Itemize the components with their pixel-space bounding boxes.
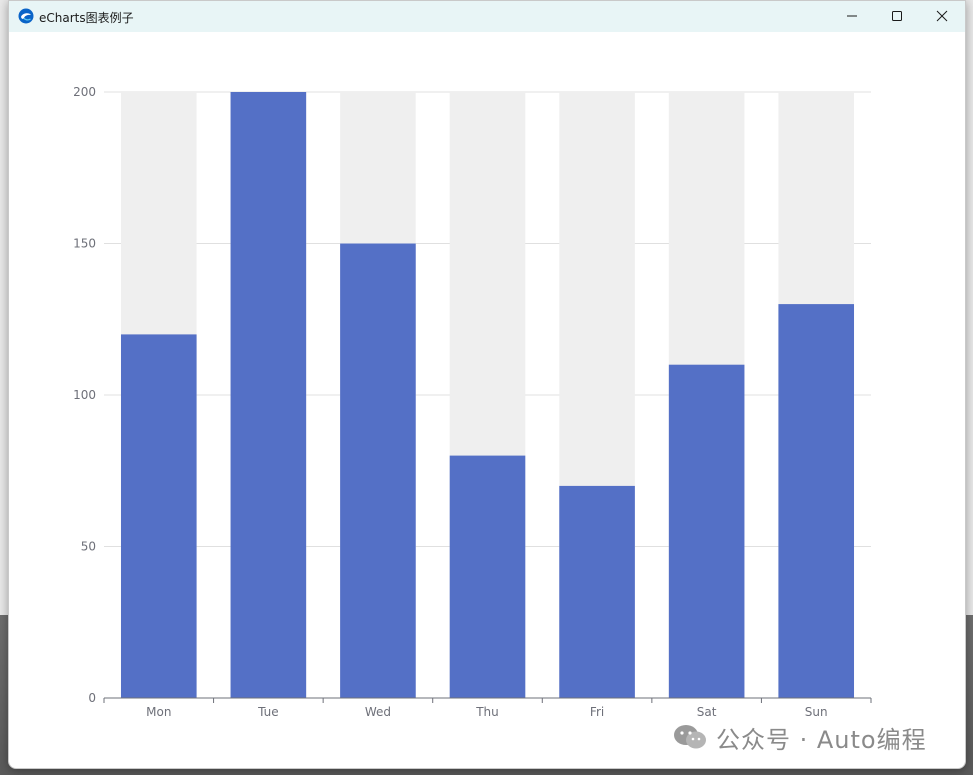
close-icon	[936, 10, 948, 22]
x-tick-label: Sat	[697, 705, 717, 719]
y-tick-label: 100	[73, 388, 96, 402]
maximize-icon	[892, 11, 902, 21]
bar	[120, 334, 197, 698]
close-button[interactable]	[919, 1, 965, 32]
bar	[340, 243, 416, 698]
x-tick-label: Sun	[805, 705, 828, 719]
bar	[778, 304, 855, 698]
y-tick-label: 150	[73, 237, 96, 251]
x-tick-label: Mon	[146, 705, 171, 719]
x-tick-label: Wed	[365, 705, 391, 719]
app-window: eCharts图表例子 0 50 100 150 200 Mon Tue Wed Thu Fri S…	[8, 0, 966, 769]
watermark: 公众号 · Auto编程	[672, 720, 927, 754]
bar-chart: 0 50 100 150 200 Mon Tue Wed Thu Fri Sat Sun	[73, 85, 872, 719]
x-tick-label: Tue	[257, 705, 279, 719]
y-tick-label: 0	[88, 691, 96, 705]
bar	[230, 92, 307, 698]
minimize-button[interactable]	[829, 1, 875, 32]
maximize-button[interactable]	[874, 1, 920, 32]
x-tick-label: Fri	[590, 705, 604, 719]
title-bar[interactable]: eCharts图表例子	[9, 1, 965, 32]
y-tick-label: 50	[81, 540, 96, 554]
wechat-icon	[674, 725, 706, 749]
window-title: eCharts图表例子	[39, 11, 134, 25]
bar	[668, 364, 745, 698]
bar	[559, 485, 635, 698]
edge-browser-icon	[18, 8, 34, 24]
minimize-icon	[847, 15, 857, 17]
bar	[449, 455, 526, 698]
x-tick-label: Thu	[475, 705, 499, 719]
watermark-text: 公众号 · Auto编程	[716, 725, 927, 754]
y-tick-label: 200	[73, 85, 96, 99]
